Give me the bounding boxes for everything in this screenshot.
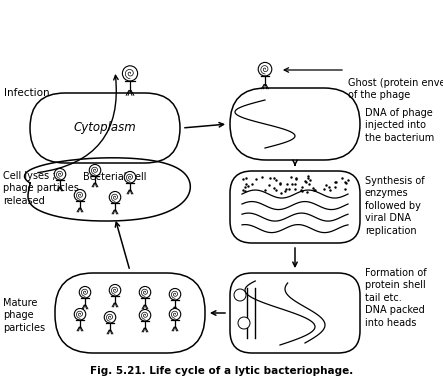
Circle shape bbox=[238, 317, 250, 329]
Circle shape bbox=[109, 285, 121, 296]
FancyBboxPatch shape bbox=[230, 88, 360, 160]
Text: Synthesis of
enzymes
followed by
viral DNA
replication: Synthesis of enzymes followed by viral D… bbox=[365, 176, 425, 235]
Circle shape bbox=[54, 169, 66, 180]
Circle shape bbox=[122, 66, 138, 81]
Circle shape bbox=[89, 164, 101, 176]
Circle shape bbox=[169, 308, 181, 320]
Circle shape bbox=[124, 172, 136, 183]
Text: Becterial cell: Becterial cell bbox=[83, 172, 147, 182]
Circle shape bbox=[74, 189, 86, 201]
Polygon shape bbox=[24, 158, 190, 221]
Text: Cytoplasm: Cytoplasm bbox=[74, 121, 136, 135]
FancyArrowPatch shape bbox=[38, 75, 118, 173]
Circle shape bbox=[109, 192, 121, 203]
Circle shape bbox=[74, 308, 86, 320]
Text: Ghost (protein envelope
of the phage: Ghost (protein envelope of the phage bbox=[348, 78, 443, 101]
Circle shape bbox=[169, 288, 181, 300]
Text: Fig. 5.21. Life cycle of a lytic bacteriophage.: Fig. 5.21. Life cycle of a lytic bacteri… bbox=[90, 366, 354, 376]
Circle shape bbox=[234, 289, 246, 301]
Text: Cell lyses ;
phage particles
released: Cell lyses ; phage particles released bbox=[3, 171, 79, 206]
Text: Mature
phage
particles: Mature phage particles bbox=[3, 298, 45, 333]
Circle shape bbox=[139, 287, 151, 298]
Text: Infection: Infection bbox=[4, 88, 50, 98]
Circle shape bbox=[139, 310, 151, 321]
Circle shape bbox=[104, 311, 116, 323]
FancyBboxPatch shape bbox=[30, 93, 180, 163]
Text: DNA of phage
injected into
the bacterium: DNA of phage injected into the bacterium bbox=[365, 108, 434, 143]
FancyBboxPatch shape bbox=[55, 273, 205, 353]
FancyBboxPatch shape bbox=[230, 171, 360, 243]
Circle shape bbox=[258, 62, 272, 76]
Circle shape bbox=[79, 287, 91, 298]
FancyBboxPatch shape bbox=[230, 273, 360, 353]
Text: Formation of
protein shell
tail etc.
DNA packed
into heads: Formation of protein shell tail etc. DNA… bbox=[365, 268, 427, 328]
